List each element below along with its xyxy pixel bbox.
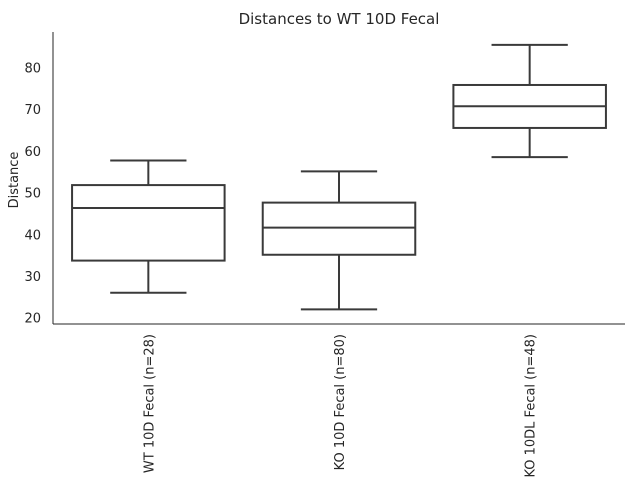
y-tick-label: 40 [24, 228, 41, 243]
y-tick-label: 80 [24, 61, 41, 76]
x-tick-label: KO 10DL Fecal (n=48) [524, 334, 539, 478]
y-tick-label: 60 [24, 145, 41, 160]
chart-title: Distances to WT 10D Fecal [239, 10, 440, 28]
y-tick-label: 20 [24, 312, 41, 327]
x-tick-label: WT 10D Fecal (n=28) [142, 334, 157, 473]
x-tick-label: KO 10D Fecal (n=80) [333, 334, 348, 470]
plot-area: 20 30 40 50 60 70 80 WT 10D Fecal (n=28) KO 10D … [24, 32, 625, 478]
box-body [261, 201, 417, 256]
y-tick-label: 70 [24, 103, 41, 118]
y-axis-label: Distance [7, 152, 22, 209]
y-tick-label: 50 [24, 187, 41, 202]
y-tick-label: 30 [24, 270, 41, 285]
box-body [71, 184, 226, 262]
